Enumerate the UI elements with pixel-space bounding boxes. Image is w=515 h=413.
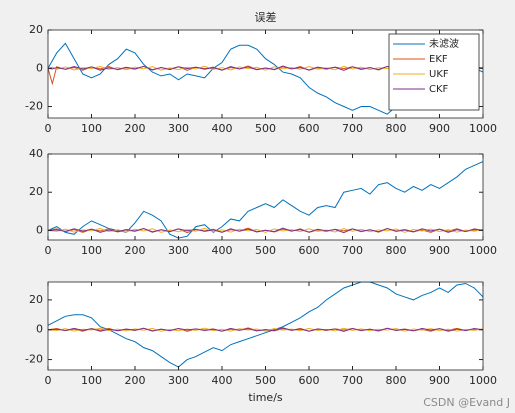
x-tick-label: 500 [255,374,276,387]
legend-label: 未滤波 [429,37,459,50]
axes-frame [47,29,484,119]
x-tick-label: 900 [429,122,450,135]
x-axis-label: time/s [248,391,283,404]
x-tick-label: 300 [168,374,189,387]
series-line [48,282,483,368]
x-tick-label: 100 [81,122,102,135]
x-tick-label: 500 [255,122,276,135]
x-tick-label: 300 [168,122,189,135]
x-tick-label: 0 [45,122,52,135]
axes: 误差0 100 200 300 400 500 600 700 800 900 1000-20020… [25,10,497,135]
chart-title: 误差 [255,10,277,24]
x-tick-label: 200 [125,244,146,257]
x-tick-label: 800 [386,374,407,387]
x-tick-label: 500 [255,244,276,257]
x-tick-label: 800 [386,244,407,257]
x-tick-label: 0 [45,374,52,387]
x-tick-label: 700 [342,244,363,257]
x-tick-label: 600 [299,122,320,135]
legend-label: EKF [429,54,448,65]
x-tick-label: 400 [212,374,233,387]
x-tick-label: 100 [81,374,102,387]
x-tick-label: 200 [125,122,146,135]
axes: 0 100 200 300 400 500 600 700 800 900 1000 0 20 40 [29,147,497,257]
y-tick-label: 40 [29,147,43,160]
legend-box [388,33,480,111]
series-line [48,227,483,234]
x-tick-label: 900 [429,374,450,387]
axes-frame [47,281,484,371]
legend-label: UKF [429,69,449,80]
x-tick-label: 700 [342,122,363,135]
plot-area [48,282,483,370]
watermark: CSDN @Evand J [423,396,510,409]
x-tick-label: 100 [81,244,102,257]
y-tick-label: 0 [36,61,43,74]
x-tick-label: 400 [212,244,233,257]
x-tick-label: 600 [299,244,320,257]
y-tick-label: -20 [25,353,43,366]
y-tick-label: 20 [29,293,43,306]
axes-frame [47,153,484,241]
x-tick-label: 400 [212,122,233,135]
x-tick-label: 1000 [469,122,497,135]
x-tick-label: 900 [429,244,450,257]
x-tick-label: 700 [342,374,363,387]
x-tick-label: 600 [299,374,320,387]
axes: time/s0 100 200 300 400 500 600 700 800 900 1000-2… [25,281,497,404]
x-tick-label: 300 [168,244,189,257]
y-tick-label: 20 [29,185,43,198]
series-line [48,327,483,332]
y-tick-label: 0 [36,223,43,236]
y-tick-label: -20 [25,100,43,113]
plot-area [48,154,483,240]
x-tick-label: 0 [45,244,52,257]
y-tick-label: 0 [36,323,43,336]
x-tick-label: 1000 [469,244,497,257]
x-tick-label: 1000 [469,374,497,387]
y-tick-label: 20 [29,23,43,36]
x-tick-label: 200 [125,374,146,387]
x-tick-label: 800 [386,122,407,135]
legend-label: CKF [429,84,449,95]
